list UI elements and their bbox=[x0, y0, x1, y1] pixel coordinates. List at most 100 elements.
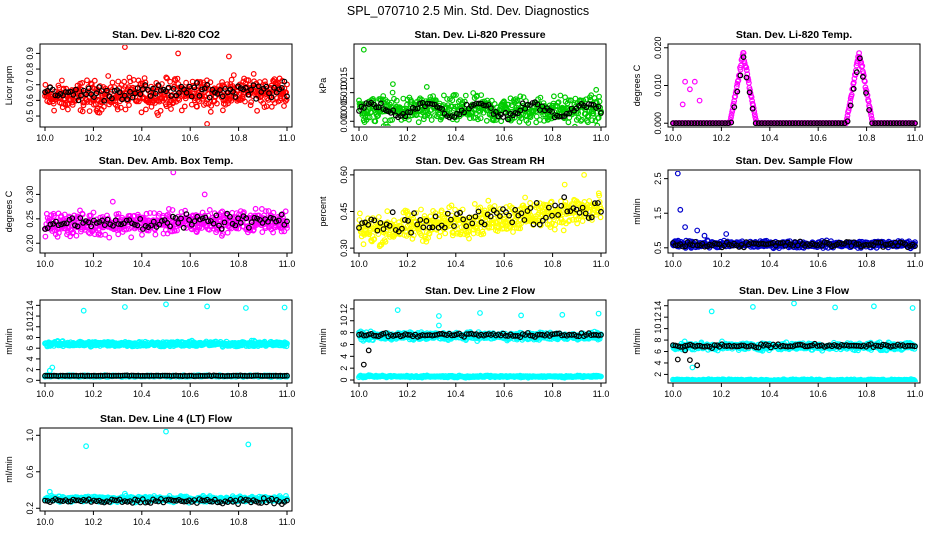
data-point bbox=[475, 100, 482, 107]
data-point bbox=[181, 103, 188, 110]
data-point bbox=[93, 90, 100, 97]
data-point bbox=[265, 218, 271, 225]
x-tick-label: 10.2 bbox=[85, 133, 103, 143]
data-point bbox=[245, 91, 252, 98]
data-point bbox=[456, 111, 463, 118]
data-point bbox=[709, 120, 716, 126]
series-samples bbox=[42, 171, 290, 241]
data-point bbox=[472, 213, 479, 220]
data-point bbox=[598, 109, 604, 116]
x-tick-label: 10.4 bbox=[133, 389, 151, 399]
data-point bbox=[521, 217, 528, 223]
data-point bbox=[152, 90, 159, 97]
data-points bbox=[670, 50, 918, 126]
data-point bbox=[694, 120, 701, 126]
data-point bbox=[371, 217, 378, 224]
data-point bbox=[138, 109, 145, 116]
data-point bbox=[798, 120, 805, 126]
data-points bbox=[670, 171, 918, 252]
y-axis-label: degrees C bbox=[632, 64, 642, 106]
data-point bbox=[282, 208, 289, 215]
data-point bbox=[740, 54, 747, 60]
data-point bbox=[560, 227, 567, 234]
data-point bbox=[204, 81, 211, 88]
panel-title: Stan. Dev. Line 1 Flow bbox=[111, 285, 222, 297]
data-point bbox=[596, 93, 602, 100]
data-point bbox=[682, 224, 688, 231]
data-point bbox=[417, 100, 424, 107]
data-point bbox=[100, 103, 107, 110]
data-point bbox=[42, 233, 49, 240]
data-point bbox=[569, 216, 576, 223]
data-point bbox=[679, 120, 686, 126]
data-point bbox=[126, 225, 132, 232]
data-point bbox=[115, 210, 122, 217]
data-point bbox=[109, 79, 116, 86]
x-tick-label: 11.0 bbox=[279, 259, 296, 269]
data-point bbox=[157, 107, 164, 114]
data-point bbox=[281, 103, 287, 109]
data-points bbox=[356, 46, 604, 126]
plot-frame bbox=[39, 43, 293, 128]
data-point bbox=[467, 115, 473, 122]
y-tick-label: 0.015 bbox=[339, 67, 349, 90]
data-point bbox=[412, 105, 419, 112]
data-point bbox=[196, 98, 203, 105]
data-point bbox=[46, 367, 53, 374]
data-point bbox=[55, 222, 62, 229]
x-tick-label: 10.0 bbox=[350, 389, 368, 399]
data-point bbox=[188, 101, 195, 108]
data-point bbox=[51, 107, 57, 114]
data-point bbox=[758, 120, 765, 126]
data-point bbox=[283, 343, 290, 350]
data-point bbox=[518, 210, 525, 217]
data-point bbox=[121, 304, 128, 310]
data-point bbox=[251, 214, 258, 221]
data-point bbox=[225, 53, 232, 60]
data-point bbox=[501, 98, 507, 105]
y-axis-label: percent bbox=[318, 196, 328, 227]
data-point bbox=[178, 215, 184, 222]
x-tick-label: 10.0 bbox=[36, 259, 54, 269]
data-point bbox=[80, 102, 87, 109]
data-point bbox=[859, 63, 866, 69]
y-tick-label: 0.5 bbox=[653, 242, 663, 255]
data-point bbox=[248, 219, 255, 226]
data-point bbox=[744, 71, 751, 77]
data-point bbox=[414, 221, 421, 228]
data-point bbox=[174, 227, 180, 234]
data-point bbox=[210, 220, 217, 227]
data-point bbox=[743, 64, 750, 71]
data-point bbox=[123, 226, 130, 233]
data-point bbox=[406, 116, 412, 123]
data-point bbox=[481, 207, 488, 214]
data-point bbox=[385, 123, 391, 126]
data-point bbox=[579, 218, 586, 225]
x-tick-label: 10.0 bbox=[350, 133, 368, 143]
data-point bbox=[204, 303, 211, 310]
data-point bbox=[780, 120, 787, 126]
data-point bbox=[510, 229, 516, 235]
data-point bbox=[832, 120, 839, 126]
data-point bbox=[58, 221, 65, 228]
data-point bbox=[804, 120, 811, 126]
data-point bbox=[551, 93, 557, 100]
data-point bbox=[719, 120, 725, 126]
data-point bbox=[65, 89, 72, 96]
data-point bbox=[115, 231, 122, 238]
x-tick-label: 10.2 bbox=[85, 259, 103, 269]
data-point bbox=[844, 115, 850, 122]
data-point bbox=[237, 219, 244, 226]
data-point bbox=[512, 109, 519, 116]
data-point bbox=[183, 79, 190, 86]
data-point bbox=[169, 207, 176, 213]
y-tick-label: 0.60 bbox=[339, 166, 349, 184]
y-tick-label: 0.010 bbox=[653, 74, 663, 97]
data-point bbox=[844, 118, 851, 125]
x-tick-label: 10.8 bbox=[858, 259, 876, 269]
data-point bbox=[79, 108, 86, 115]
data-point bbox=[115, 78, 122, 85]
data-point bbox=[694, 242, 701, 249]
data-point bbox=[252, 205, 259, 212]
